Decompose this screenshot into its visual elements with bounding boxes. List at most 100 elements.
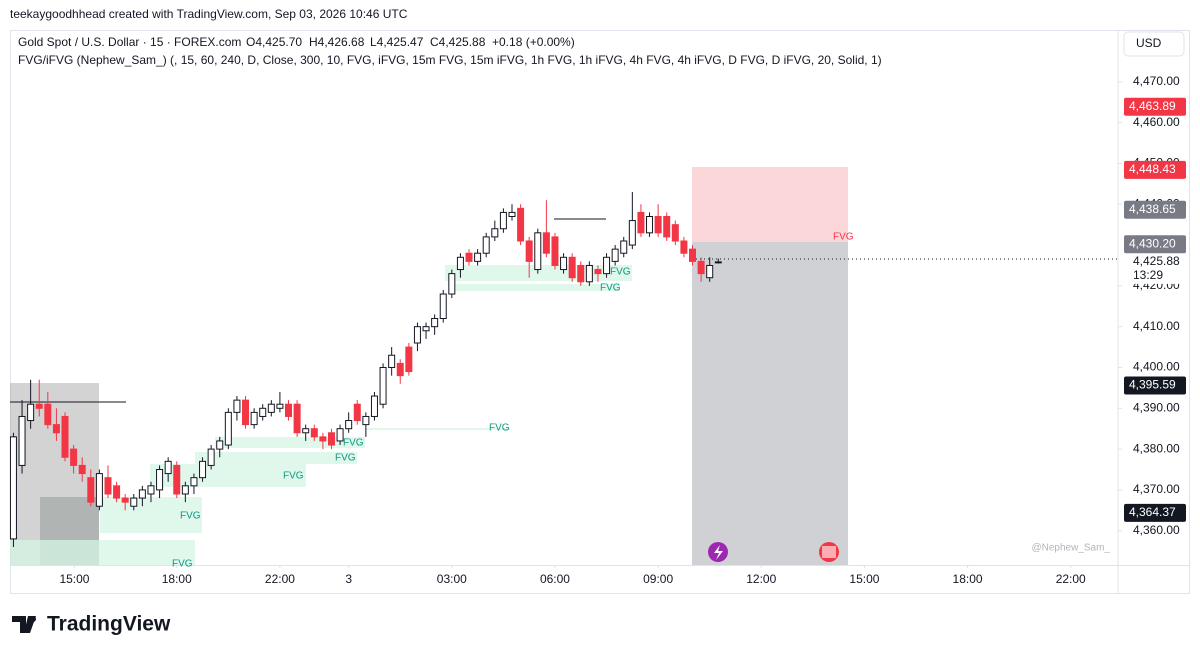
logo-dot (30, 616, 36, 622)
price-tag-label: 4,448.43 (1129, 162, 1176, 176)
y-tick-label: 4,470.00 (1133, 74, 1180, 88)
candle-body (302, 428, 310, 434)
candle-body (680, 240, 688, 254)
candle-body (87, 477, 95, 503)
candle-body (697, 260, 705, 275)
bolt (714, 545, 723, 560)
candle-body (585, 264, 593, 283)
ohlc-low: L4,425.47 (370, 35, 424, 49)
fvg-label: FVG (180, 511, 201, 522)
credit: teekaygoodhhead created with TradingView… (10, 7, 408, 21)
candle-body (413, 326, 421, 344)
currency-button[interactable] (1123, 31, 1185, 57)
brand: TradingView (47, 613, 171, 636)
candle-body (482, 236, 490, 254)
y-tick-label: 4,390.00 (1133, 400, 1180, 414)
candle-body (44, 403, 52, 426)
candle-body (61, 415, 69, 458)
candle-body (121, 497, 129, 503)
candle-body (233, 399, 241, 413)
candle-body (70, 448, 78, 466)
stop-zone (692, 242, 848, 565)
fvg-label: FVG (610, 267, 631, 278)
x-tick-label: 15:00 (849, 572, 879, 586)
price-axis: 4,360.00 4,370.00 4,380.00 4,390.00 4,400.00… (1118, 74, 1186, 537)
price-tag-label: 4,364.37 (1129, 505, 1176, 519)
x-tick-label: 18:00 (953, 572, 983, 586)
candle-body (431, 318, 439, 328)
candle-body (216, 440, 224, 450)
y-tick-label: 4,360.00 (1133, 523, 1180, 537)
currency: USD (1136, 36, 1162, 50)
price-tag-label: 4,438.65 (1129, 202, 1176, 216)
candle-body (542, 232, 550, 254)
symbol: Gold Spot / U.S. Dollar · 15 · FOREX.com (18, 35, 241, 49)
candles (9, 192, 722, 548)
annotations: FVG FVG FVG FVG FVG FVG FVG FVG FVG (172, 232, 854, 570)
candle-body (18, 415, 26, 466)
candle-body (525, 240, 533, 262)
logo (12, 616, 36, 633)
candle-body (319, 436, 327, 442)
fvg-zone (100, 497, 202, 533)
candle-body (242, 399, 250, 426)
candle-body (327, 432, 335, 446)
candle-body (456, 256, 464, 271)
candle-body (207, 448, 215, 466)
x-tick-label: 03:00 (437, 572, 467, 586)
y-tick-label: 4,380.00 (1133, 441, 1180, 455)
candle-body (164, 460, 172, 475)
last-price-bg (1124, 253, 1186, 284)
candle-body (336, 428, 344, 442)
candle-body (95, 473, 103, 507)
candle-body (577, 264, 585, 283)
candle-body (671, 224, 679, 242)
candle-body (654, 215, 662, 234)
ohlc-high: H4,426.68 (309, 35, 365, 49)
candle-body (465, 252, 473, 262)
watermark: @Nephew_Sam_ (1031, 543, 1110, 554)
y-tick-label: 4,400.00 (1133, 360, 1180, 374)
y-tick-label: 4,370.00 (1133, 482, 1180, 496)
target-zone (692, 167, 848, 242)
candle-body (250, 411, 258, 426)
candle-body (35, 403, 43, 409)
x-tick-label: 09:00 (643, 572, 673, 586)
countdown: 13:29 (1133, 268, 1163, 282)
candle-body (594, 269, 602, 275)
fvg-label: FVG (343, 438, 364, 449)
candle-body (353, 403, 361, 422)
chart-frame (10, 30, 1190, 594)
candle-body (388, 354, 396, 368)
candle-body (293, 403, 301, 434)
candle-body (9, 436, 17, 540)
candle-body (508, 211, 516, 217)
candle-body (396, 362, 404, 377)
candle-body (551, 236, 559, 266)
x-tick-label: 06:00 (540, 572, 570, 586)
y-tick-label: 4,460.00 (1133, 115, 1180, 129)
candle-body (156, 469, 164, 491)
candle-body (190, 477, 198, 487)
fvg-zone (215, 437, 365, 448)
candle-body (147, 485, 155, 495)
candle-body (405, 346, 413, 373)
candle-body (259, 407, 267, 417)
price-tag-label: 4,395.59 (1129, 378, 1176, 392)
candle-body (439, 293, 447, 320)
candle-body (663, 215, 671, 238)
price-tag-label: 4,463.89 (1129, 99, 1176, 113)
fvg-zone (445, 265, 632, 281)
price-tag-label: 4,430.20 (1129, 236, 1176, 250)
ohlc-open: O4,425.70 (246, 35, 302, 49)
price-tag (1124, 97, 1186, 116)
fvg-zone (195, 452, 357, 464)
fvg-zone (450, 284, 620, 291)
change: +0.18 (+0.00%) (492, 35, 575, 49)
candle-body (517, 207, 525, 242)
candle-body (422, 326, 430, 332)
fvg-label: FVG (833, 232, 854, 243)
